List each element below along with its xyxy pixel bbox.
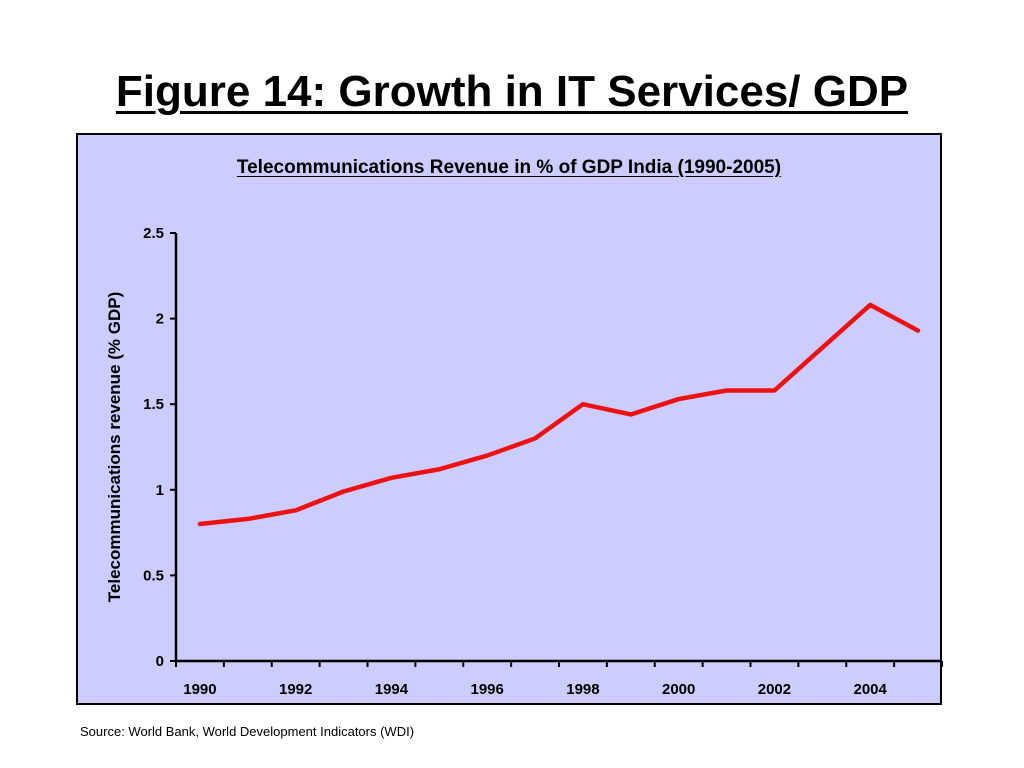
chart-frame: Telecommunications Revenue in % of GDP I… <box>76 133 943 705</box>
series-line <box>197 302 921 527</box>
y-tick-label: 1.5 <box>143 396 164 413</box>
data-point <box>198 522 202 526</box>
data-point <box>725 389 729 393</box>
y-tick-label: 1 <box>156 482 164 499</box>
data-point <box>916 329 920 333</box>
x-tick-label: 1994 <box>375 681 409 698</box>
chart-title: Telecommunications Revenue in % of GDP I… <box>236 157 782 178</box>
data-point <box>581 402 585 406</box>
data-point <box>485 454 489 458</box>
data-point <box>533 436 537 440</box>
x-tick-label: 1996 <box>471 681 504 698</box>
data-point <box>342 490 346 494</box>
y-tick-label: 0.5 <box>143 567 164 584</box>
x-tick-label: 1992 <box>279 681 312 698</box>
x-tick-label: 2000 <box>662 681 695 698</box>
data-point <box>772 389 776 393</box>
data-point <box>389 476 393 480</box>
slide-title: Figure 14: Growth in IT Services/ GDP <box>115 67 909 116</box>
x-tick-label: 1990 <box>183 681 216 698</box>
data-point <box>437 467 441 471</box>
y-tick-label: 0 <box>156 653 164 670</box>
data-point <box>294 508 298 512</box>
y-axis-title: Telecommunications revenue (% GDP) <box>105 292 124 602</box>
data-point <box>820 346 824 350</box>
data-point <box>677 397 681 401</box>
source-note: Source: World Bank, World Development In… <box>80 724 415 739</box>
y-tick-label: 2.5 <box>143 225 164 242</box>
data-point <box>868 303 872 307</box>
x-tick-label: 2002 <box>758 681 791 698</box>
x-tick-label: 1998 <box>566 681 599 698</box>
y-tick-label: 2 <box>156 311 164 328</box>
data-point <box>246 517 250 521</box>
line-chart: 0 0.5 1 1.5 2 2.5 1990 1992 1994 1996 1998 2000 2002… <box>105 225 943 698</box>
x-tick-label: 2004 <box>854 681 888 698</box>
data-point <box>629 412 633 416</box>
